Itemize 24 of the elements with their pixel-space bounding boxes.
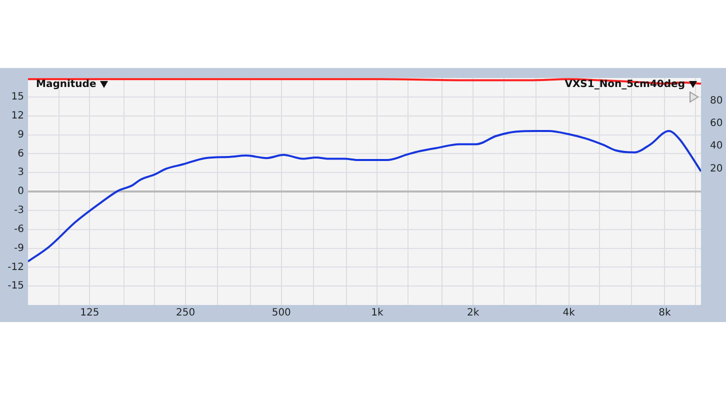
y-tick-label: -6 [14, 224, 24, 235]
y2-tick-label: 60 [710, 118, 723, 129]
annotation: VXS1_Non_5cm40deg [564, 79, 685, 90]
x-tick-label: 250 [176, 308, 196, 319]
y2-tick-label: 40 [710, 140, 723, 152]
y-tick-label: 6 [18, 148, 24, 160]
x-tick-label: 500 [272, 308, 291, 319]
y-tick-label: 3 [18, 167, 24, 178]
y-tick-label: -3 [14, 205, 24, 216]
y2-tick-label: 80 [710, 95, 723, 106]
y2-tick-label: 20 [710, 163, 723, 174]
y-tick-label: -15 [8, 280, 24, 292]
y-tick-label: 9 [18, 129, 24, 140]
x-tick-label: 8k [658, 308, 672, 319]
y-tick-label: 12 [11, 110, 24, 122]
y-axis-title: Magnitude [36, 79, 96, 90]
x-tick-label: 2k [466, 308, 480, 319]
x-tick-label: 1k [371, 308, 384, 319]
x-tick-label: 4k [562, 308, 576, 319]
y-tick-label: -12 [8, 262, 24, 273]
y-tick-label: 15 [11, 92, 24, 103]
y-tick-label: 0 [18, 186, 24, 198]
y-tick-label: -9 [14, 242, 24, 254]
x-tick-label: 125 [80, 308, 100, 319]
